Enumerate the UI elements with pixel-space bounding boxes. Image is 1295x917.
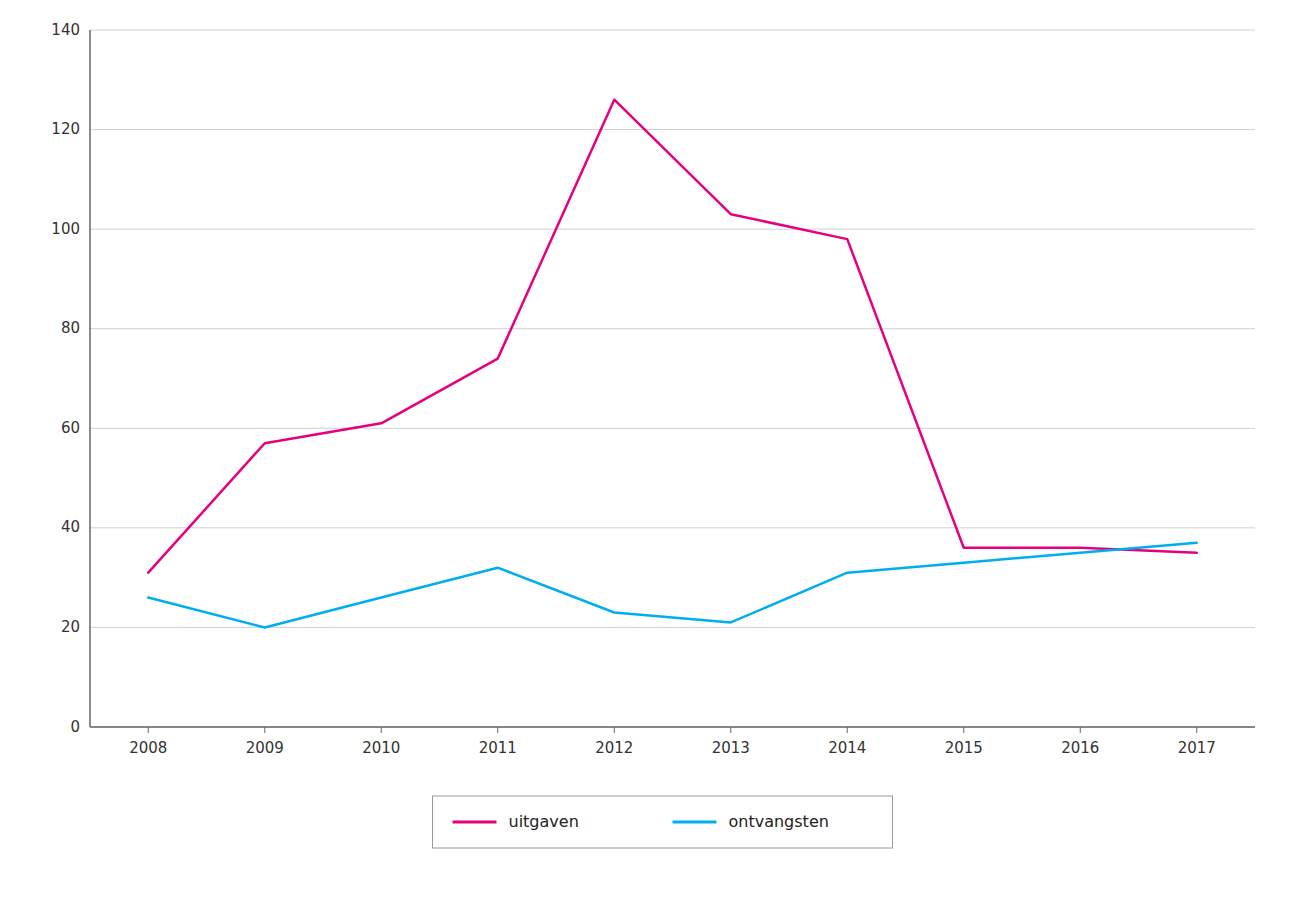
y-tick-label: 140 bbox=[51, 21, 80, 39]
x-tick bbox=[963, 727, 964, 733]
x-tick-label: 2011 bbox=[479, 739, 517, 757]
x-tick-label: 2016 bbox=[1061, 739, 1099, 757]
legend-label: uitgaven bbox=[509, 812, 579, 831]
grid-line bbox=[90, 328, 1255, 329]
grid-line bbox=[90, 428, 1255, 429]
y-tick-label: 60 bbox=[61, 419, 80, 437]
x-tick-label: 2015 bbox=[945, 739, 983, 757]
x-tick-label: 2017 bbox=[1178, 739, 1216, 757]
y-tick-label: 0 bbox=[70, 718, 80, 736]
legend: uitgaven ontvangsten bbox=[433, 796, 893, 848]
grid-line bbox=[90, 129, 1255, 130]
x-tick bbox=[847, 727, 848, 733]
chart-container: 0204060801001201402008200920102011201220… bbox=[0, 0, 1295, 917]
x-tick-label: 2012 bbox=[595, 739, 633, 757]
x-tick-label: 2013 bbox=[712, 739, 750, 757]
y-tick-label: 20 bbox=[61, 618, 80, 636]
legend-box bbox=[433, 796, 893, 848]
x-tick bbox=[381, 727, 382, 733]
y-tick-label: 40 bbox=[61, 518, 80, 536]
x-tick-label: 2014 bbox=[828, 739, 866, 757]
legend-swatch bbox=[673, 821, 717, 824]
series-line bbox=[148, 100, 1197, 573]
x-tick bbox=[148, 727, 149, 733]
y-axis-line bbox=[89, 30, 91, 727]
legend-swatch bbox=[453, 821, 497, 824]
x-tick-label: 2010 bbox=[362, 739, 400, 757]
y-tick-label: 80 bbox=[61, 319, 80, 337]
x-tick-label: 2008 bbox=[129, 739, 167, 757]
series-line bbox=[148, 543, 1197, 628]
y-tick-label: 100 bbox=[51, 220, 80, 238]
chart-svg: 0204060801001201402008200920102011201220… bbox=[0, 0, 1295, 917]
grid-line bbox=[90, 229, 1255, 230]
x-tick bbox=[1196, 727, 1197, 733]
y-grid bbox=[90, 30, 1255, 727]
x-tick-label: 2009 bbox=[246, 739, 284, 757]
x-axis: 2008 2009 2010 2011 2012 2013 2014 2015 2016 2017 bbox=[129, 727, 1216, 757]
grid-line bbox=[90, 30, 1255, 31]
y-tick-label: 120 bbox=[51, 120, 80, 138]
x-tick bbox=[614, 727, 615, 733]
grid-line bbox=[90, 727, 1255, 728]
x-tick bbox=[1080, 727, 1081, 733]
grid-line bbox=[90, 527, 1255, 528]
x-tick bbox=[264, 727, 265, 733]
x-tick bbox=[497, 727, 498, 733]
x-tick bbox=[730, 727, 731, 733]
legend-label: ontvangsten bbox=[729, 812, 829, 831]
plot-lines bbox=[148, 100, 1197, 628]
x-axis-line bbox=[90, 726, 1255, 728]
